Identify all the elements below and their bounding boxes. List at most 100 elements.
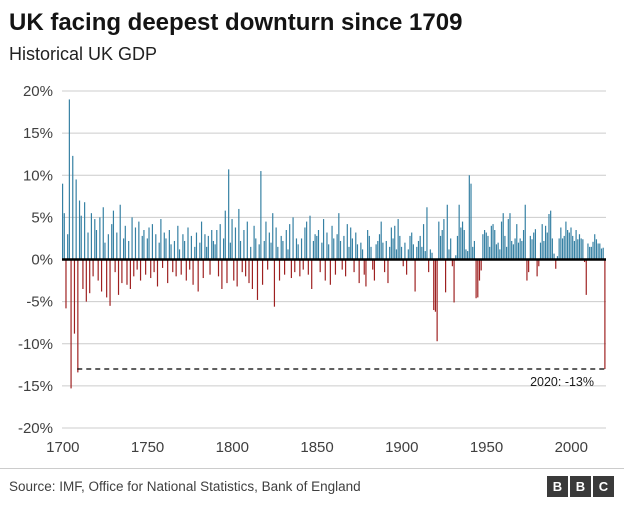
gdp-bar-negative: [324, 259, 326, 281]
gdp-bar-positive: [375, 243, 377, 260]
gdp-bar-positive: [356, 243, 359, 260]
gdp-bar-positive: [397, 218, 399, 260]
gdp-bar-positive: [282, 240, 284, 260]
gdp-bar-negative: [77, 259, 79, 372]
gdp-bar-positive: [131, 216, 133, 260]
gdp-bar-negative: [82, 259, 84, 289]
gdp-bar-positive: [519, 238, 521, 260]
gdp-bar-positive: [321, 242, 323, 260]
gdp-bar-positive: [102, 206, 104, 260]
gdp-bar-positive: [238, 208, 240, 260]
gdp-bar-positive: [229, 242, 231, 260]
gdp-bar-positive: [333, 238, 335, 260]
gdp-bar-positive: [304, 227, 306, 260]
gdp-bar-negative: [236, 259, 238, 287]
gdp-bar-positive: [312, 240, 315, 260]
gdp-bar-positive: [116, 232, 118, 260]
gdp-bar-positive: [524, 204, 526, 260]
gdp-bar-positive: [168, 229, 170, 260]
gdp-bar-negative: [329, 259, 331, 285]
gdp-bar-positive: [243, 229, 245, 260]
gdp-bar-negative: [363, 259, 365, 275]
gdp-bar-positive: [389, 246, 391, 260]
gdp-bar-negative: [129, 259, 131, 289]
gdp-bar-positive: [553, 253, 555, 260]
gdp-bar-negative: [294, 259, 296, 272]
gdp-bar-positive: [455, 254, 457, 260]
gdp-bar-negative: [478, 259, 481, 281]
gdp-bar-positive: [499, 248, 501, 260]
gdp-bar-positive: [265, 221, 267, 260]
gdp-bar-positive: [63, 212, 65, 260]
gdp-bar-negative: [311, 259, 313, 289]
gdp-bar-positive: [95, 229, 98, 260]
gdp-bar-positive: [309, 215, 311, 260]
gdp-bar-positive: [370, 246, 372, 260]
gdp-bar-negative: [73, 259, 76, 334]
gdp-bar-positive: [234, 227, 237, 260]
gdp-bar-positive: [182, 233, 184, 260]
gdp-bar-positive: [258, 243, 260, 260]
gdp-bar-negative: [428, 259, 430, 272]
gdp-bar-negative: [189, 259, 191, 270]
gdp-bar-positive: [470, 183, 472, 260]
gdp-bar-positive: [123, 238, 125, 260]
gdp-bar-negative: [65, 259, 67, 308]
gdp-bar-positive: [572, 235, 574, 260]
gdp-bar-positive: [489, 246, 491, 260]
gdp-bar-negative: [372, 259, 374, 270]
gdp-bar-negative: [133, 259, 135, 276]
gdp-bar-positive: [316, 235, 318, 260]
gdp-bar-positive: [424, 250, 426, 260]
y-axis-tick-label: 15%: [23, 125, 53, 142]
gdp-bar-negative: [136, 259, 138, 270]
gdp-bar-negative: [583, 259, 586, 262]
gdp-bar-positive: [511, 240, 513, 260]
gdp-bar-positive: [461, 221, 464, 260]
gdp-bar-negative: [202, 259, 204, 278]
gdp-bar-positive: [151, 223, 154, 260]
gdp-bar-positive: [465, 248, 467, 260]
gdp-bar-negative: [267, 259, 269, 270]
gdp-bar-positive: [412, 243, 414, 260]
gdp-bar-positive: [458, 204, 460, 260]
gdp-bar-positive: [138, 221, 140, 260]
gdp-bar-positive: [107, 233, 109, 260]
gdp-bar-negative: [256, 259, 259, 300]
gdp-bar-positive: [331, 225, 333, 260]
gdp-bar-negative: [358, 259, 360, 283]
gdp-bar-positive: [194, 246, 196, 260]
x-axis-tick-label: 1900: [385, 439, 418, 456]
gdp-bar-positive: [314, 233, 316, 260]
gdp-bar-positive: [75, 179, 77, 260]
gdp-bar-negative: [536, 259, 538, 276]
gdp-bar-positive: [170, 243, 172, 260]
gdp-bar-negative: [117, 259, 120, 295]
gdp-bar-positive: [104, 242, 106, 260]
y-axis-tick-label: 5%: [31, 209, 53, 226]
gdp-bar-positive: [155, 233, 157, 260]
annotation-label-2020: 2020: -13%: [530, 375, 594, 389]
gdp-bar-positive: [507, 218, 509, 260]
gdp-bar-positive: [497, 242, 499, 260]
gdp-bar-positive: [567, 229, 569, 260]
gdp-bar-negative: [241, 259, 243, 272]
gdp-bar-negative: [345, 259, 347, 276]
gdp-bar-negative: [387, 259, 389, 283]
gdp-bar-positive: [512, 243, 514, 260]
gdp-bar-positive: [590, 246, 592, 260]
gdp-bar-negative: [121, 259, 123, 283]
gdp-bar-positive: [84, 201, 86, 260]
gdp-bar-negative: [126, 259, 128, 285]
gdp-bar-positive: [62, 183, 64, 260]
gdp-bar-positive: [597, 243, 599, 260]
gdp-bar-positive: [350, 227, 352, 260]
gdp-bar-positive: [400, 246, 403, 260]
gdp-bar-negative: [161, 259, 164, 268]
gdp-bar-positive: [563, 235, 565, 260]
x-axis-tick-label: 2000: [555, 439, 588, 456]
gdp-bar-positive: [195, 232, 198, 260]
gdp-bar-positive: [146, 238, 148, 260]
gdp-bar-positive: [68, 99, 70, 260]
gdp-bar-negative: [248, 259, 250, 283]
